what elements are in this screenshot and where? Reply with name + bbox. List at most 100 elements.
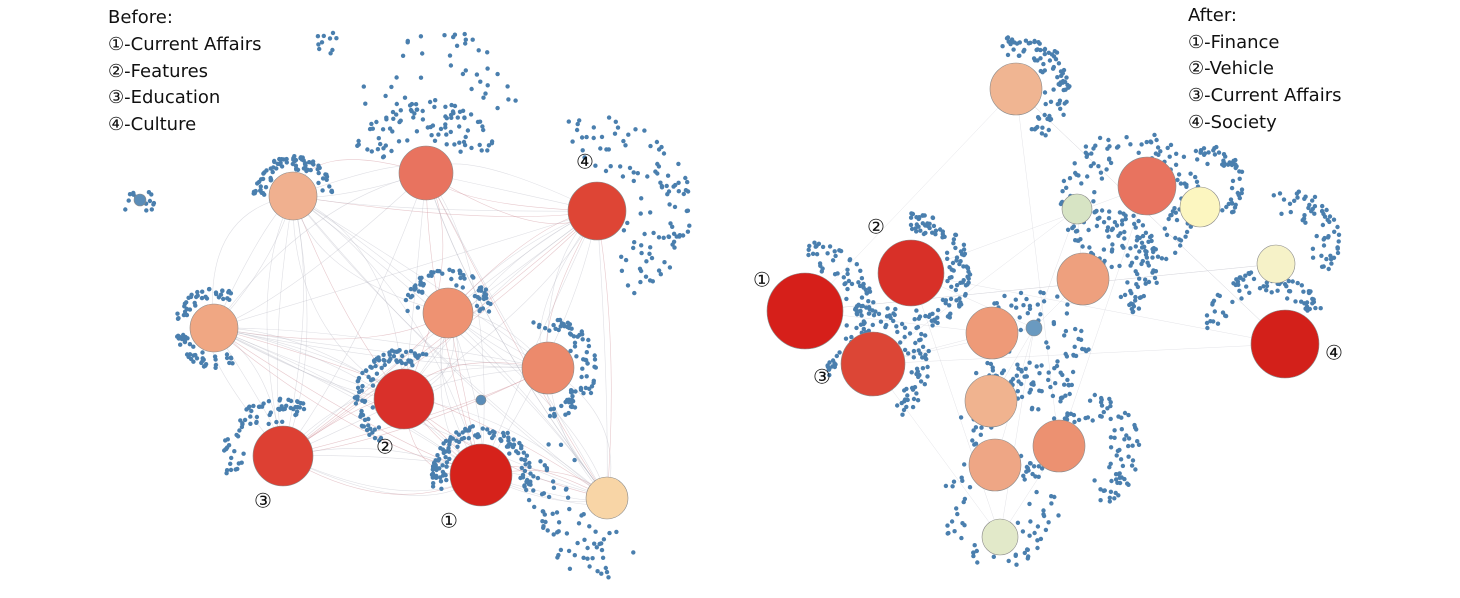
small-node (489, 141, 495, 146)
small-node (1108, 160, 1114, 166)
small-node (1181, 154, 1187, 159)
small-node (1005, 52, 1011, 58)
small-node (971, 550, 976, 555)
small-node (593, 529, 598, 534)
edge (403, 210, 598, 400)
small-node (310, 159, 316, 164)
small-node (1133, 425, 1138, 430)
small-node (820, 244, 826, 250)
small-node (672, 245, 677, 250)
small-node (1031, 380, 1036, 385)
small-node (356, 138, 361, 144)
small-node (1061, 67, 1067, 73)
small-node (1019, 394, 1025, 400)
small-node (1133, 467, 1138, 472)
small-node (405, 138, 410, 143)
small-node (1031, 464, 1037, 469)
small-node (1076, 238, 1081, 243)
edge (403, 210, 598, 400)
small-node (849, 334, 854, 340)
small-node (382, 358, 387, 363)
small-node (974, 370, 979, 376)
small-node (1173, 250, 1178, 255)
small-node (1206, 150, 1211, 155)
small-node (819, 269, 824, 274)
small-node (972, 442, 977, 447)
small-node (551, 322, 556, 328)
small-node (1045, 345, 1051, 350)
small-node (1126, 443, 1131, 449)
small-node (859, 313, 864, 318)
small-node (1110, 247, 1115, 252)
small-node (588, 390, 594, 396)
small-node (951, 237, 957, 242)
small-node (430, 123, 436, 128)
small-node (1164, 256, 1169, 262)
edge (425, 172, 608, 499)
small-node (1048, 384, 1053, 390)
small-node (648, 210, 653, 215)
small-node (1055, 294, 1060, 299)
small-node (481, 95, 486, 100)
small-node (946, 530, 951, 536)
small-node (547, 328, 552, 333)
small-node (909, 211, 914, 216)
edge (292, 195, 405, 400)
small-node (487, 430, 492, 436)
small-node (1069, 382, 1075, 388)
small-node (567, 506, 572, 512)
small-node (469, 145, 474, 151)
small-node (1310, 198, 1315, 203)
small-node (671, 184, 676, 189)
small-node (1024, 296, 1029, 302)
small-node (541, 524, 546, 529)
small-node (1126, 412, 1131, 418)
small-node (528, 482, 533, 487)
small-node (925, 221, 930, 226)
small-node (442, 33, 447, 38)
small-node (1296, 189, 1302, 194)
small-node (511, 437, 516, 442)
small-node (1094, 223, 1100, 229)
small-node (559, 403, 564, 409)
small-node (1275, 288, 1280, 293)
small-node (524, 453, 530, 458)
small-node (1085, 174, 1090, 179)
small-node (1271, 193, 1277, 198)
small-node (1035, 538, 1040, 543)
small-node (626, 132, 631, 137)
small-node (438, 479, 444, 484)
small-node (584, 374, 589, 379)
small-node (373, 363, 378, 369)
small-node (444, 460, 450, 465)
small-node (1117, 471, 1122, 476)
small-node (914, 222, 919, 227)
small-node (361, 84, 366, 89)
edge (872, 363, 1001, 538)
after-item: ④-Society (1188, 112, 1277, 133)
small-node (295, 399, 300, 404)
small-node (1135, 284, 1141, 290)
small-node (1152, 275, 1158, 281)
small-node (451, 34, 456, 40)
small-node (374, 119, 379, 125)
small-node (251, 189, 257, 194)
small-node (382, 362, 387, 368)
small-node (524, 487, 529, 493)
small-node (845, 271, 850, 277)
small-node (1112, 220, 1118, 225)
small-node (1231, 281, 1236, 286)
small-node (394, 112, 399, 117)
small-node (592, 357, 598, 362)
small-node (1015, 389, 1020, 394)
topic-node (877, 239, 945, 307)
small-node (979, 425, 984, 430)
small-node (591, 135, 596, 141)
small-node (947, 303, 952, 308)
small-node (1320, 209, 1325, 214)
small-node (583, 385, 588, 391)
small-node (667, 202, 672, 207)
small-node (301, 406, 307, 412)
small-node (568, 348, 573, 354)
small-node (399, 360, 405, 366)
